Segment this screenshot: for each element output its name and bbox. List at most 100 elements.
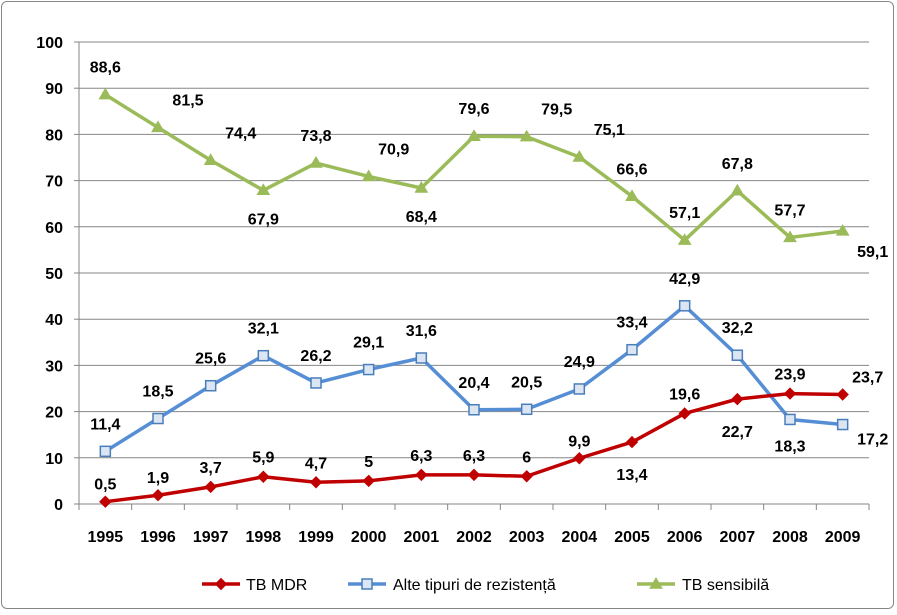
data-label-alte-tipuri: 18,5: [142, 384, 173, 401]
y-tick-label: 50: [45, 266, 63, 283]
data-label-tb-sensibila: 88,6: [90, 60, 121, 77]
x-tick-label: 2004: [562, 529, 598, 546]
y-tick-label: 90: [45, 81, 63, 98]
data-label-alte-tipuri: 29,1: [353, 335, 384, 352]
data-label-alte-tipuri: 33,4: [616, 315, 647, 332]
x-tick-label: 2001: [404, 529, 440, 546]
data-label-alte-tipuri: 20,4: [458, 375, 489, 392]
data-point-alte-tipuri: [415, 352, 428, 364]
x-tick-label: 2002: [456, 529, 492, 546]
data-label-tb-mdr: 23,7: [852, 370, 883, 387]
data-label-tb-sensibila: 59,1: [857, 244, 888, 261]
data-label-alte-tipuri: 31,6: [406, 323, 437, 340]
legend-marker-tb-mdr: [214, 577, 228, 591]
data-label-alte-tipuri: 32,2: [722, 320, 753, 337]
x-tick-label: 1997: [193, 529, 229, 546]
data-point-alte-tipuri: [836, 418, 849, 431]
data-label-tb-mdr: 5,9: [252, 450, 274, 467]
data-point-alte-tipuri: [468, 404, 480, 416]
data-point-alte-tipuri: [362, 363, 375, 376]
x-tick-label: 1996: [140, 529, 176, 546]
data-point-tb-mdr: [309, 476, 323, 489]
data-point-alte-tipuri: [784, 413, 796, 426]
gridlines: [79, 41, 869, 459]
data-point-tb-sensibila: [677, 233, 692, 245]
axes: 0 10 20 30 40 50 60 70 80 90 100 1995 1996 1997 1998 19…: [36, 35, 870, 546]
x-tick-label: 2008: [772, 529, 808, 546]
data-label-tb-mdr: 13,4: [616, 467, 647, 484]
data-point-tb-sensibila: [256, 183, 271, 196]
data-label-tb-mdr: 5: [364, 454, 373, 471]
data-label-tb-mdr: 22,7: [722, 424, 753, 441]
data-label-tb-mdr: 9,9: [568, 433, 590, 450]
data-point-alte-tipuri: [99, 445, 112, 458]
legend: TB MDR Alte tipuri de rezistență TB sensib…: [202, 577, 769, 594]
x-tick-label: 2000: [351, 529, 387, 546]
data-point-tb-mdr: [573, 452, 586, 465]
data-point-tb-mdr: [731, 392, 744, 406]
data-point-tb-mdr: [467, 468, 481, 482]
data-label-tb-sensibila: 57,7: [774, 202, 805, 219]
data-point-tb-mdr: [415, 468, 428, 482]
y-tick-label: 80: [45, 127, 63, 144]
data-point-tb-mdr: [625, 435, 639, 449]
data-label-tb-mdr: 0,5: [94, 477, 116, 494]
data-label-tb-sensibila: 67,9: [248, 211, 279, 228]
y-tick-label: 10: [45, 451, 63, 468]
data-label-tb-sensibila: 67,8: [722, 156, 753, 173]
data-labels: 0,5 1,9 3,7 5,9 4,7 5 6,3 6,3 6 9,9 13,4 19,6 22,7 23…: [90, 60, 889, 494]
data-label-alte-tipuri: 26,2: [300, 348, 331, 365]
data-point-tb-sensibila: [203, 153, 218, 165]
data-point-tb-sensibila: [519, 129, 534, 142]
data-label-tb-mdr: 4,7: [305, 455, 327, 472]
data-label-tb-sensibila: 74,4: [225, 125, 256, 142]
data-point-tb-sensibila: [572, 150, 587, 162]
legend-marker-alte-tipuri: [361, 578, 373, 590]
data-label-alte-tipuri: 42,9: [669, 271, 700, 288]
data-point-tb-sensibila: [783, 230, 797, 243]
data-label-tb-mdr: 23,9: [774, 367, 805, 384]
legend-item-tb-mdr: TB MDR: [202, 577, 307, 594]
data-point-alte-tipuri: [626, 343, 638, 356]
data-point-tb-mdr: [678, 407, 691, 420]
data-point-tb-sensibila: [361, 169, 376, 182]
data-label-tb-mdr: 3,7: [200, 460, 222, 477]
data-point-tb-mdr: [151, 489, 165, 502]
data-label-alte-tipuri: 11,4: [90, 416, 120, 433]
data-label-tb-sensibila: 75,1: [594, 122, 625, 139]
data-point-alte-tipuri: [257, 349, 270, 362]
x-tick-label: 2006: [667, 529, 703, 546]
data-point-tb-mdr: [362, 474, 375, 488]
data-label-tb-sensibila: 79,5: [541, 102, 572, 119]
legend-label-alte-tipuri: Alte tipuri de rezistență: [393, 577, 556, 594]
data-label-tb-sensibila: 73,8: [300, 128, 331, 145]
y-tick-label: 30: [45, 358, 63, 375]
y-tick-label: 20: [45, 405, 63, 422]
y-tick-label: 40: [45, 312, 63, 329]
data-label-tb-sensibila: 70,9: [378, 141, 409, 158]
data-point-tb-sensibila: [835, 223, 850, 236]
data-point-alte-tipuri: [310, 377, 322, 389]
x-tick-label: 1998: [246, 529, 282, 546]
data-label-tb-mdr: 6,3: [410, 448, 432, 465]
data-point-tb-mdr: [836, 388, 849, 401]
data-point-tb-mdr: [520, 470, 533, 483]
x-tick-label: 1999: [298, 529, 334, 546]
data-label-tb-mdr: 6: [522, 449, 531, 466]
data-point-alte-tipuri: [731, 349, 744, 361]
legend-item-tb-sensibila: TB sensibilă: [637, 577, 769, 594]
y-tick-label: 70: [45, 174, 63, 191]
data-point-tb-mdr: [257, 470, 270, 483]
data-point-tb-sensibila: [98, 87, 113, 100]
x-tick-label: 2007: [720, 529, 756, 546]
data-label-tb-sensibila: 68,4: [406, 209, 437, 226]
data-point-tb-mdr: [783, 387, 797, 400]
data-label-alte-tipuri: 32,1: [248, 321, 279, 338]
data-label-alte-tipuri: 20,5: [511, 374, 542, 391]
y-tick-label: 100: [36, 35, 63, 52]
data-point-tb-sensibila: [309, 156, 323, 168]
legend-label-tb-mdr: TB MDR: [246, 577, 307, 594]
legend-marker-tb-sensibila: [649, 577, 663, 589]
data-label-alte-tipuri: 25,6: [195, 351, 226, 368]
